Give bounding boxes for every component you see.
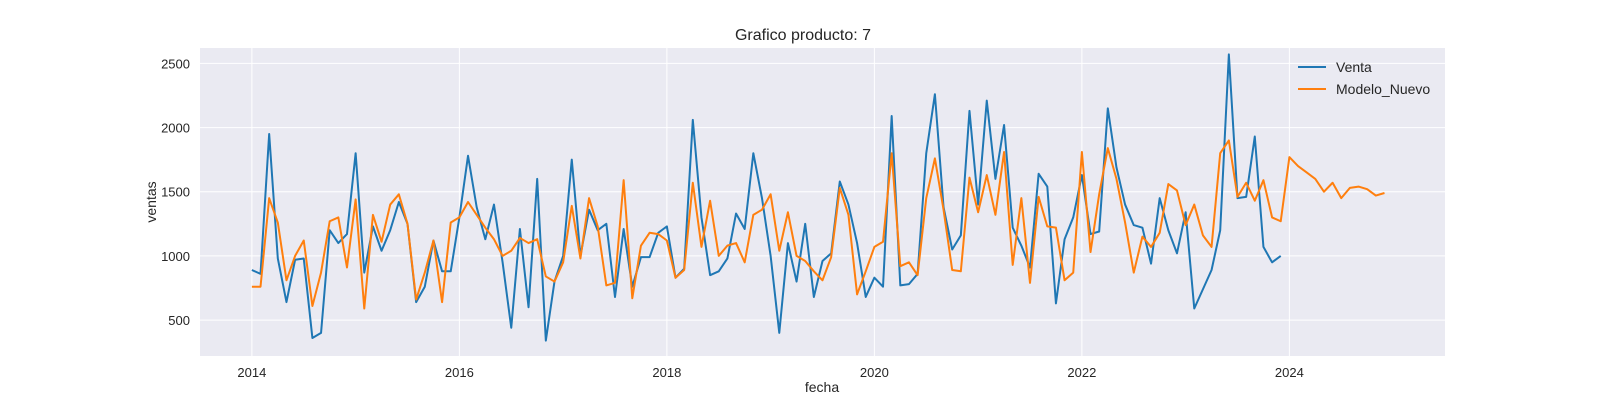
series-line-modelo-nuevo bbox=[251, 139, 1385, 310]
x-tick-label: 2020 bbox=[860, 365, 889, 380]
x-tick-label: 2014 bbox=[237, 365, 266, 380]
plot-area bbox=[200, 48, 1445, 356]
y-tick-label: 1500 bbox=[161, 185, 190, 200]
y-axis-label: ventas bbox=[143, 181, 159, 222]
x-tick-label: 2018 bbox=[652, 365, 681, 380]
chart-title: Grafico producto: 7 bbox=[735, 27, 871, 44]
x-axis-ticks: 2014 2016 2018 2020 2022 2024 bbox=[237, 365, 1303, 380]
series-layer bbox=[251, 53, 1385, 342]
y-tick-label: 1000 bbox=[161, 249, 190, 264]
x-tick-label: 2016 bbox=[445, 365, 474, 380]
y-tick-label: 2000 bbox=[161, 121, 190, 136]
y-tick-label: 500 bbox=[168, 313, 190, 328]
y-tick-label: 2500 bbox=[161, 56, 190, 71]
legend: Venta Modelo_Nuevo bbox=[1298, 59, 1430, 97]
y-axis-ticks: 500 1000 1500 2000 2500 bbox=[161, 56, 190, 328]
x-axis-label: fecha bbox=[805, 379, 839, 395]
legend-label-modelo-nuevo: Modelo_Nuevo bbox=[1336, 81, 1430, 97]
legend-label-venta: Venta bbox=[1336, 59, 1372, 75]
series-line-venta bbox=[251, 53, 1282, 342]
x-tick-label: 2022 bbox=[1067, 365, 1096, 380]
x-tick-label: 2024 bbox=[1275, 365, 1304, 380]
